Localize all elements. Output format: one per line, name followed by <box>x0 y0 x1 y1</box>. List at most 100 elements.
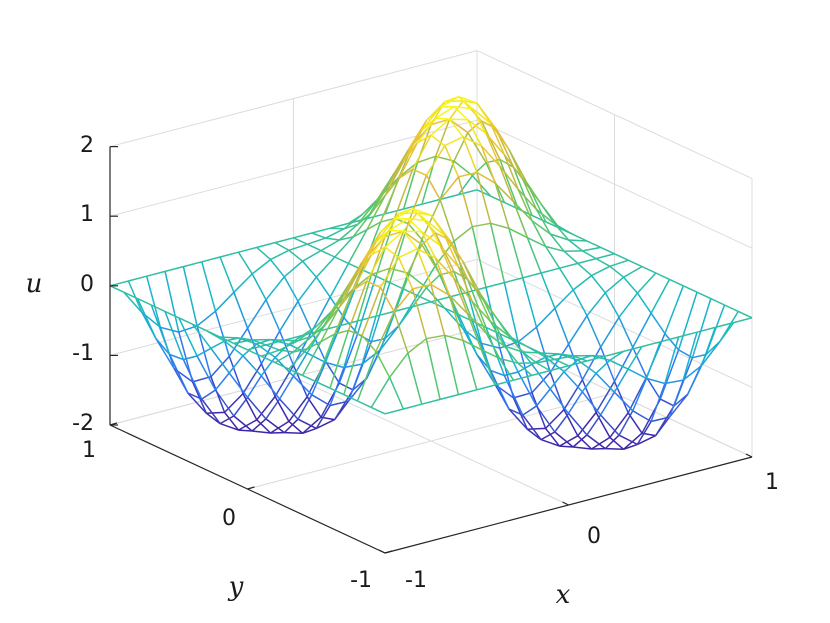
mesh-segment <box>270 420 290 434</box>
mesh-segment <box>302 427 317 435</box>
mesh-segment <box>439 393 459 401</box>
mesh-segment <box>645 376 661 400</box>
mesh-segment <box>370 376 391 408</box>
mesh-segment <box>370 406 386 415</box>
mesh-segment <box>480 145 501 167</box>
mesh-segment <box>233 415 253 432</box>
mesh-segment <box>581 391 602 416</box>
mesh-segment <box>325 237 340 241</box>
mesh-segment <box>393 311 409 354</box>
mesh-segment <box>279 340 299 351</box>
mesh-segment <box>489 321 505 347</box>
mesh-segment <box>554 223 574 236</box>
mesh-segment <box>632 410 652 423</box>
mesh-segment <box>356 275 377 335</box>
mesh-segment <box>265 276 285 301</box>
mesh-segment <box>504 371 519 377</box>
mesh-segment <box>430 296 450 303</box>
mesh-segment <box>636 272 657 294</box>
x-tick-label: 1 <box>765 470 779 495</box>
mesh-segment <box>297 276 317 302</box>
mesh-segment <box>549 233 565 252</box>
mesh-segment <box>219 251 239 258</box>
mesh-segment <box>356 351 377 402</box>
mesh-segment <box>655 272 670 281</box>
mesh-segment <box>462 136 478 173</box>
mesh-segment <box>490 123 506 156</box>
mesh-segment <box>540 438 560 447</box>
mesh-segment <box>288 334 304 345</box>
mesh-segment <box>499 159 520 210</box>
mesh-segment <box>627 346 643 370</box>
mesh-segment <box>398 142 418 179</box>
mesh-segment <box>302 260 317 278</box>
mesh-segment <box>623 443 638 451</box>
mesh-segment <box>572 289 588 317</box>
mesh-segment <box>402 162 419 210</box>
mesh-segment <box>311 362 327 396</box>
mesh-segment <box>421 106 441 131</box>
mesh-segment <box>265 344 280 351</box>
mesh-segment <box>357 400 372 409</box>
mesh-segment <box>462 261 478 292</box>
mesh-segment <box>549 371 565 390</box>
mesh-segment <box>388 231 405 269</box>
mesh-segment <box>513 391 533 399</box>
mesh-segment <box>531 371 551 394</box>
mesh-segment <box>242 355 262 377</box>
mesh-segment <box>366 280 381 288</box>
mesh-segment <box>430 134 446 147</box>
mesh-segment <box>425 338 441 400</box>
mesh-segment <box>554 412 570 433</box>
mesh-segment <box>609 436 625 450</box>
mesh-segment <box>421 198 441 205</box>
mesh-segment <box>581 346 602 381</box>
mesh-segment <box>568 239 588 242</box>
mesh-segment <box>448 118 464 138</box>
mesh-segment <box>384 230 404 248</box>
mesh-segment <box>145 276 162 328</box>
x-axis-label: x <box>556 580 571 610</box>
mesh-segment <box>508 335 524 353</box>
mesh-segment <box>370 229 391 256</box>
mesh-segment <box>531 392 547 429</box>
mesh-segment <box>668 379 684 418</box>
mesh-segment <box>567 412 588 436</box>
mesh-segment <box>361 287 382 336</box>
mesh-segment <box>439 245 460 268</box>
mesh-segment <box>306 352 326 364</box>
mesh-segment <box>348 329 363 337</box>
mesh-segment <box>416 117 437 144</box>
mesh-segment <box>343 213 363 230</box>
mesh-segment <box>618 434 638 446</box>
mesh-segment <box>228 372 249 398</box>
mesh-segment <box>228 355 244 374</box>
mesh-segment <box>664 285 684 334</box>
mesh-segment <box>128 275 147 282</box>
mesh-segment <box>242 363 263 394</box>
mesh-segment <box>480 349 496 386</box>
mesh-segment <box>457 176 474 227</box>
y-axis-label: y <box>228 572 244 602</box>
mesh-segment <box>737 310 753 319</box>
mesh-segment <box>403 230 422 233</box>
mesh-segment <box>623 345 643 353</box>
mesh-segment <box>430 214 446 237</box>
mesh-segment <box>136 298 157 339</box>
mesh-segment <box>448 294 469 315</box>
mesh-segment <box>434 232 455 272</box>
mesh-segment <box>201 398 221 425</box>
mesh-segment <box>219 336 239 339</box>
mesh-segment <box>246 299 267 329</box>
mesh-segment <box>627 259 643 268</box>
x-tick-mark <box>378 549 386 554</box>
mesh-segment <box>599 391 616 416</box>
mesh-segment <box>301 341 322 376</box>
z-tick-label: 0 <box>80 272 94 297</box>
mesh-segment <box>457 314 478 355</box>
mesh-segment <box>508 408 528 430</box>
mesh-segment <box>669 278 684 287</box>
mesh-segment <box>205 412 221 425</box>
mesh-segment <box>366 213 386 220</box>
mesh-segment <box>715 321 734 329</box>
